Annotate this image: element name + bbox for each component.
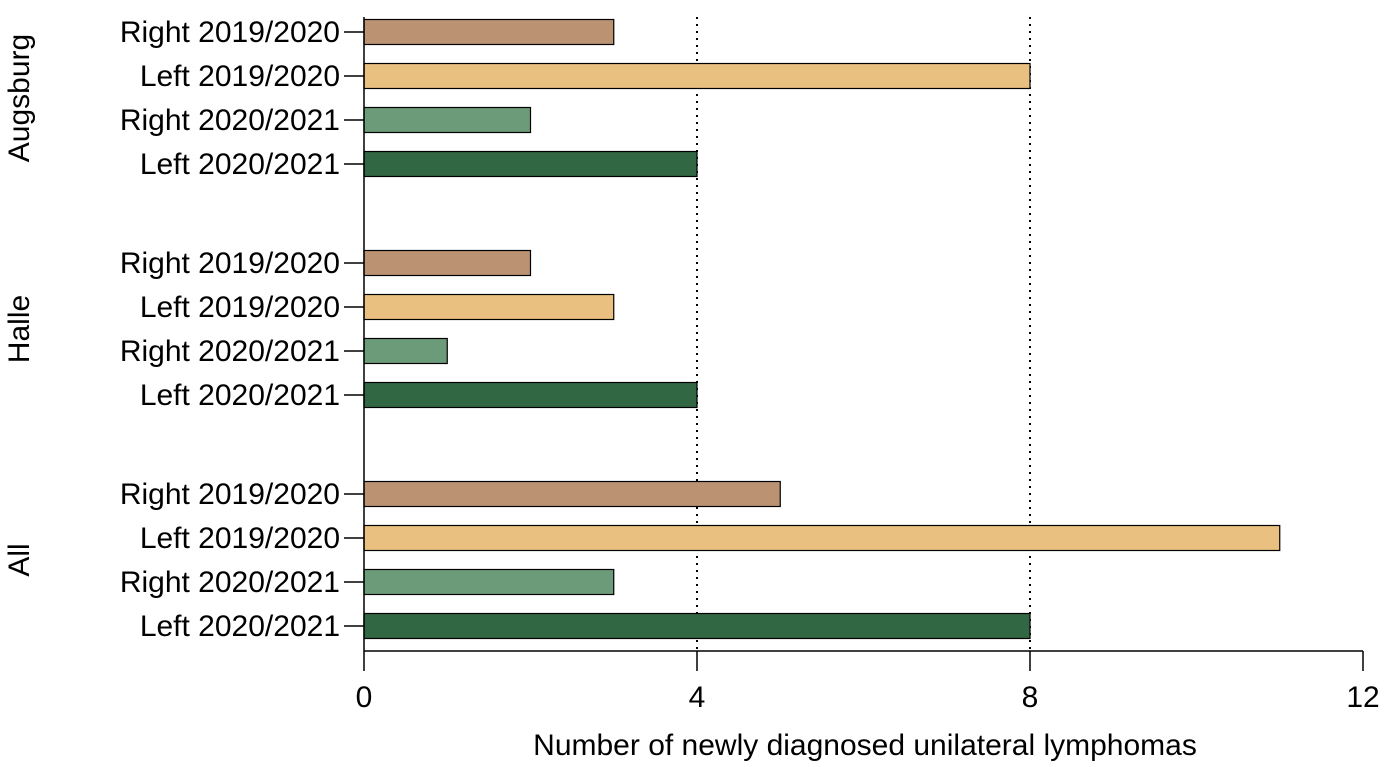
bar (363, 612, 1031, 640)
bar (363, 62, 1031, 90)
group-label: Augsburg (3, 34, 36, 162)
category-label: Right 2019/2020 (120, 247, 340, 280)
group-labels: Augsburg Halle All (3, 34, 36, 577)
category-label: Right 2019/2020 (120, 478, 340, 511)
x-tick-label: 8 (1022, 681, 1039, 714)
category-label: Left 2020/2021 (140, 148, 340, 181)
category-label: Right 2020/2021 (120, 104, 340, 137)
category-label: Left 2020/2021 (140, 610, 340, 643)
bar (363, 337, 448, 365)
group-label: All (3, 543, 36, 576)
bar (363, 18, 615, 46)
bars (363, 18, 1281, 640)
x-axis-title: Number of newly diagnosed unilateral lym… (533, 729, 1197, 762)
category-label: Right 2019/2020 (120, 16, 340, 49)
category-label: Right 2020/2021 (120, 566, 340, 599)
category-label: Left 2019/2020 (140, 522, 340, 555)
bar (363, 381, 698, 409)
category-label: Right 2020/2021 (120, 335, 340, 368)
bar (363, 249, 532, 277)
x-tick-label: 4 (689, 681, 706, 714)
category-label: Left 2019/2020 (140, 60, 340, 93)
reference-lines (696, 17, 1031, 651)
bar (363, 568, 615, 596)
bar (363, 524, 1281, 552)
bar (363, 150, 698, 178)
x-axis: 0 4 8 12 (356, 650, 1380, 714)
y-axis: Right 2019/2020 Left 2019/2020 Right 2020/… (120, 16, 365, 651)
group-label: Halle (3, 295, 36, 363)
bar (363, 293, 615, 321)
x-tick-label: 0 (356, 681, 373, 714)
category-label: Left 2019/2020 (140, 291, 340, 324)
category-label: Left 2020/2021 (140, 379, 340, 412)
bar (363, 106, 532, 134)
x-tick-label: 12 (1346, 681, 1379, 714)
bar (363, 480, 781, 508)
